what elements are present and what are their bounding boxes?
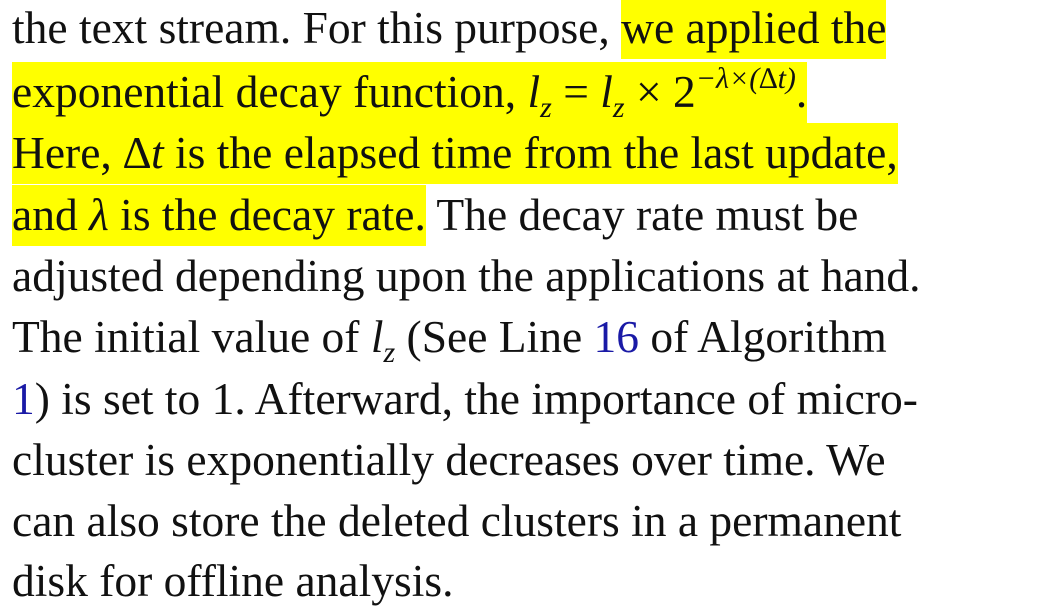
- text-line-9: can also store the deleted clusters in a…: [12, 489, 901, 553]
- highlight: exponential decay function, lz = lz × 2−…: [12, 62, 808, 124]
- math-exponent: −λ×(∆t): [695, 62, 796, 95]
- algorithm-ref-link[interactable]: 1: [12, 373, 35, 424]
- line-5-text: adjusted depending upon the applications…: [12, 250, 921, 301]
- text-line-7: 1) is set to 1. Afterward, the importanc…: [12, 367, 918, 431]
- text-line-5: adjusted depending upon the applications…: [12, 244, 921, 308]
- highlight: and λ is the decay rate.: [12, 185, 426, 246]
- line-6-text-b: (See Line: [395, 311, 594, 362]
- line-7-text: ) is set to 1. Afterward, the importance…: [34, 373, 918, 424]
- math-subscript: z: [612, 91, 625, 124]
- math-subscript: z: [540, 91, 552, 124]
- line-1-text: the text stream. For this purpose,: [12, 2, 622, 53]
- line-6-text: The initial value of: [12, 311, 371, 362]
- line-4-text-hl: is the decay rate.: [108, 189, 426, 240]
- math-equals: =: [551, 66, 601, 117]
- text-line-8: cluster is exponentially decreases over …: [12, 428, 886, 492]
- math-delta-t: ∆t: [123, 127, 164, 178]
- period: .: [795, 66, 808, 117]
- text-line-2: exponential decay function, lz = lz × 2−…: [12, 60, 808, 124]
- line-8-text: cluster is exponentially decreases over …: [12, 434, 886, 485]
- line-3-text-rest: is the elapsed time from the last update…: [163, 127, 898, 178]
- text-line-3: Here, ∆t is the elapsed time from the la…: [12, 121, 898, 185]
- line-4-text: and: [12, 189, 90, 240]
- line-9-text: can also store the deleted clusters in a…: [12, 495, 902, 546]
- highlight: Here, ∆t is the elapsed time from the la…: [12, 123, 898, 184]
- math-lambda: λ: [89, 189, 109, 240]
- text-line-4: and λ is the decay rate. The decay rate …: [12, 183, 858, 247]
- line-10-text: disk for offline analysis.: [12, 555, 454, 606]
- math-times: × 2: [624, 66, 696, 117]
- line-ref-link[interactable]: 16: [593, 311, 640, 362]
- math-l: l: [527, 66, 541, 117]
- text-line-6: The initial value of lz (See Line 16 of …: [12, 305, 887, 369]
- line-3-text: Here,: [12, 127, 124, 178]
- line-2-text: exponential decay function,: [12, 66, 528, 117]
- line-6-text-c: of Algorithm: [639, 311, 887, 362]
- math-l: l: [600, 66, 613, 117]
- math-l: l: [370, 311, 384, 362]
- math-subscript: z: [383, 336, 396, 369]
- text-line-1: the text stream. For this purpose, we ap…: [12, 0, 887, 60]
- text-line-10: disk for offline analysis.: [12, 549, 453, 613]
- highlight: we applied the: [621, 0, 887, 59]
- line-4-text-rest: The decay rate must be: [425, 189, 859, 240]
